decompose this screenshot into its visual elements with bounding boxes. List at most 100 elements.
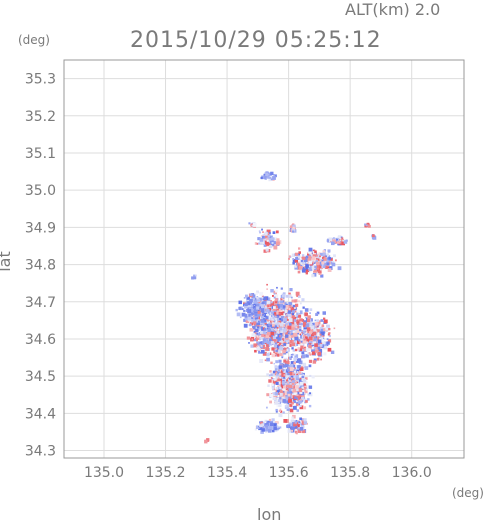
radar-cell xyxy=(269,400,272,404)
radar-cell xyxy=(266,327,268,330)
radar-cell xyxy=(296,332,299,335)
radar-cell xyxy=(295,397,299,400)
radar-cell xyxy=(279,309,283,312)
radar-cell xyxy=(283,397,286,401)
radar-cell xyxy=(276,425,279,428)
radar-cell xyxy=(278,335,281,338)
radar-cell xyxy=(282,411,285,414)
radar-cell xyxy=(312,331,316,336)
radar-cell xyxy=(256,290,259,294)
x-tick-label: 135.8 xyxy=(330,465,370,481)
radar-cell xyxy=(278,409,281,412)
radar-cell xyxy=(264,419,268,423)
radar-cell xyxy=(261,423,264,426)
y-tick-label: 34.3 xyxy=(25,444,56,460)
radar-cell xyxy=(283,419,288,423)
radar-cell xyxy=(296,368,300,373)
radar-cell xyxy=(294,348,298,352)
radar-cell xyxy=(260,312,263,315)
y-tick-labels: 34.3 34.4 34.5 34.6 34.7 34.8 34.9 35.0 35.1 35.2… xyxy=(25,72,56,460)
radar-cell xyxy=(313,336,316,339)
radar-cell xyxy=(264,238,267,241)
radar-cell xyxy=(320,328,324,332)
radar-cell xyxy=(274,421,279,425)
radar-cell xyxy=(262,425,267,430)
radar-cell xyxy=(294,329,298,333)
radar-cell xyxy=(265,347,270,351)
radar-cell xyxy=(304,377,308,380)
radar-cell xyxy=(288,397,291,399)
radar-cell xyxy=(291,342,296,346)
radar-cell xyxy=(280,410,283,413)
radar-cell xyxy=(259,242,263,245)
radar-cell xyxy=(257,310,261,314)
radar-cell xyxy=(244,317,248,321)
radar-cell xyxy=(282,375,286,379)
radar-cell xyxy=(277,340,280,342)
radar-cell xyxy=(262,426,264,429)
radar-cell xyxy=(277,399,281,403)
radar-cell xyxy=(284,309,288,313)
radar-cell xyxy=(258,242,261,245)
radar-cell xyxy=(269,426,272,429)
radar-cell xyxy=(285,348,289,352)
radar-cell xyxy=(292,375,295,378)
radar-cell xyxy=(293,340,297,344)
radar-cell xyxy=(306,322,309,325)
radar-cell xyxy=(279,397,282,400)
radar-cell xyxy=(268,429,272,433)
radar-cell xyxy=(259,341,262,344)
radar-cell xyxy=(292,395,296,399)
radar-cell xyxy=(243,323,248,328)
radar-cell xyxy=(323,265,326,268)
radar-cell xyxy=(254,428,257,431)
radar-cell xyxy=(304,401,306,404)
radar-cell xyxy=(319,255,321,258)
radar-cell xyxy=(326,239,330,242)
altitude-label: ALT(km) 2.0 xyxy=(345,0,441,19)
radar-cell xyxy=(281,373,286,377)
radar-cell xyxy=(289,371,293,376)
radar-cell xyxy=(272,370,276,374)
radar-cell xyxy=(305,272,308,275)
radar-cell xyxy=(289,323,292,326)
radar-cell xyxy=(271,329,274,332)
radar-cell xyxy=(295,291,300,296)
radar-cell xyxy=(269,304,272,307)
radar-cell xyxy=(264,232,268,236)
radar-cell xyxy=(250,344,254,348)
y-tick-label: 34.5 xyxy=(25,369,56,385)
radar-cell xyxy=(260,336,263,339)
radar-cell xyxy=(288,255,291,258)
radar-cell xyxy=(282,387,286,391)
radar-cell xyxy=(260,421,263,425)
y-tick-label: 34.8 xyxy=(25,258,56,274)
radar-cell xyxy=(299,302,302,305)
radar-cell xyxy=(279,408,282,411)
radar-cell xyxy=(293,320,297,324)
radar-cell xyxy=(261,428,265,432)
radar-cell xyxy=(288,422,293,427)
radar-cell xyxy=(269,370,272,373)
radar-cell xyxy=(272,315,275,318)
radar-cell xyxy=(296,323,299,326)
radar-cell xyxy=(272,396,276,400)
radar-cell xyxy=(256,346,260,350)
radar-cell xyxy=(305,330,308,333)
radar-cell xyxy=(288,257,290,260)
radar-cell xyxy=(271,429,275,433)
radar-cell xyxy=(204,440,208,444)
radar-cell xyxy=(268,379,272,383)
radar-cell xyxy=(275,334,278,337)
radar-cell xyxy=(299,318,303,322)
radar-cell xyxy=(283,359,287,363)
radar-cell xyxy=(283,317,287,322)
radar-cell xyxy=(264,235,268,239)
radar-cell xyxy=(272,373,275,376)
radar-cell xyxy=(255,331,259,335)
radar-cell xyxy=(272,380,277,384)
radar-cell xyxy=(279,306,283,309)
radar-cell xyxy=(314,265,317,269)
radar-cell xyxy=(322,256,325,259)
radar-cell xyxy=(253,300,257,304)
